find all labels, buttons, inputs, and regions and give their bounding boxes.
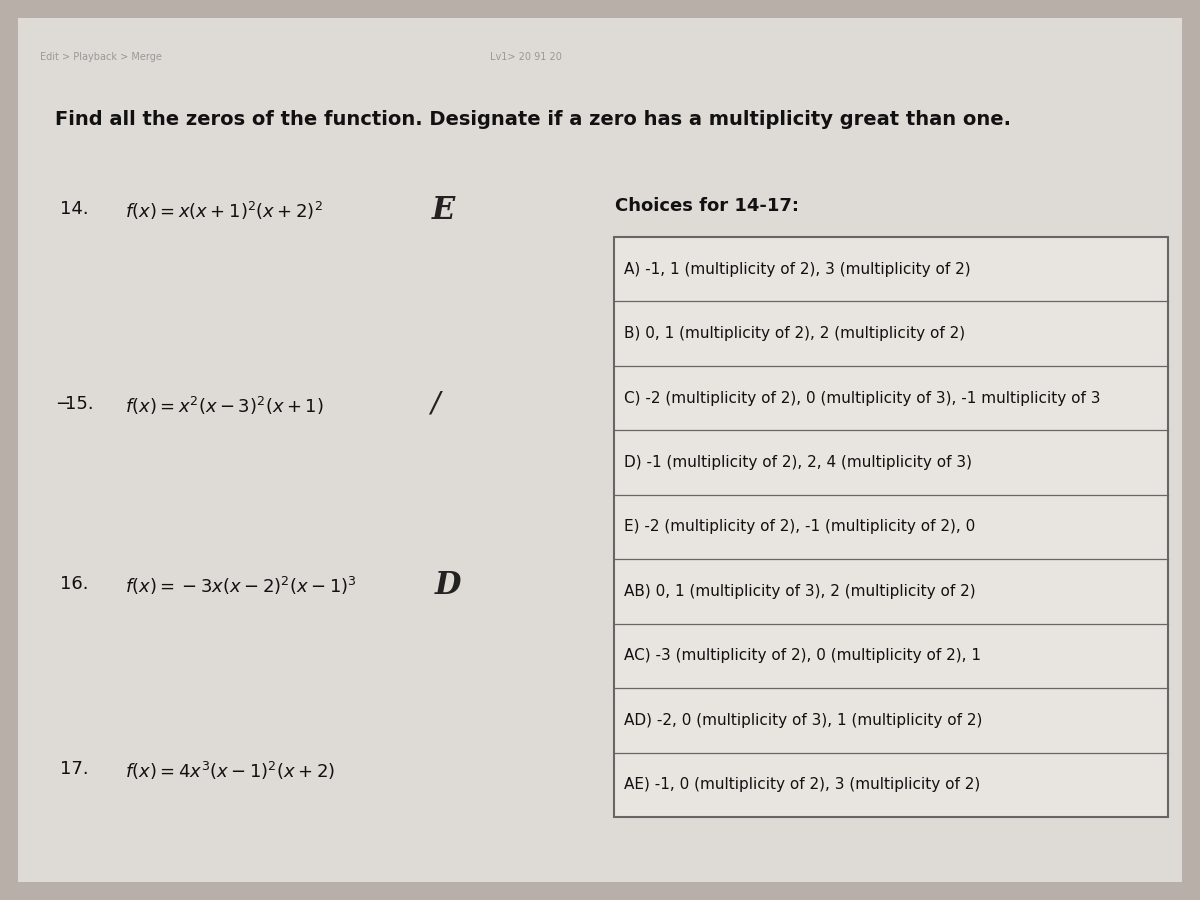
Text: 17.: 17. [60, 760, 89, 778]
Text: $f(x)=x^2(x-3)^2(x+1)$: $f(x)=x^2(x-3)^2(x+1)$ [125, 395, 324, 417]
Text: 16.: 16. [60, 575, 89, 593]
Text: AD) -2, 0 (multiplicity of 3), 1 (multiplicity of 2): AD) -2, 0 (multiplicity of 3), 1 (multip… [624, 713, 983, 728]
Text: −: − [55, 395, 70, 413]
Text: C) -2 (multiplicity of 2), 0 (multiplicity of 3), -1 multiplicity of 3: C) -2 (multiplicity of 2), 0 (multiplici… [624, 391, 1100, 406]
Text: E) -2 (multiplicity of 2), -1 (multiplicity of 2), 0: E) -2 (multiplicity of 2), -1 (multiplic… [624, 519, 976, 535]
Text: D: D [436, 570, 462, 601]
Text: 15.: 15. [65, 395, 94, 413]
Text: AC) -3 (multiplicity of 2), 0 (multiplicity of 2), 1: AC) -3 (multiplicity of 2), 0 (multiplic… [624, 648, 982, 663]
Text: Find all the zeros of the function. Designate if a zero has a multiplicity great: Find all the zeros of the function. Desi… [55, 110, 1010, 129]
Text: D) -1 (multiplicity of 2), 2, 4 (multiplicity of 3): D) -1 (multiplicity of 2), 2, 4 (multipl… [624, 455, 972, 470]
Text: Lv1> 20 91 20: Lv1> 20 91 20 [490, 52, 562, 62]
Text: $f(x)=x(x+1)^2(x+2)^2$: $f(x)=x(x+1)^2(x+2)^2$ [125, 200, 323, 222]
Text: /: / [430, 390, 439, 418]
Text: AE) -1, 0 (multiplicity of 2), 3 (multiplicity of 2): AE) -1, 0 (multiplicity of 2), 3 (multip… [624, 778, 980, 792]
Text: Edit > Playback > Merge: Edit > Playback > Merge [40, 52, 162, 62]
Text: $f(x)=4x^3(x-1)^2(x+2)$: $f(x)=4x^3(x-1)^2(x+2)$ [125, 760, 335, 782]
Text: AB) 0, 1 (multiplicity of 3), 2 (multiplicity of 2): AB) 0, 1 (multiplicity of 3), 2 (multipl… [624, 584, 976, 598]
Text: Choices for 14-17:: Choices for 14-17: [616, 197, 799, 215]
Text: A) -1, 1 (multiplicity of 2), 3 (multiplicity of 2): A) -1, 1 (multiplicity of 2), 3 (multipl… [624, 262, 971, 276]
Text: E: E [432, 195, 455, 226]
Text: 14.: 14. [60, 200, 89, 218]
Text: $f(x)=-3x(x-2)^2(x-1)^3$: $f(x)=-3x(x-2)^2(x-1)^3$ [125, 575, 356, 597]
Bar [614, 237, 1168, 817]
Text: B) 0, 1 (multiplicity of 2), 2 (multiplicity of 2): B) 0, 1 (multiplicity of 2), 2 (multipli… [624, 326, 965, 341]
